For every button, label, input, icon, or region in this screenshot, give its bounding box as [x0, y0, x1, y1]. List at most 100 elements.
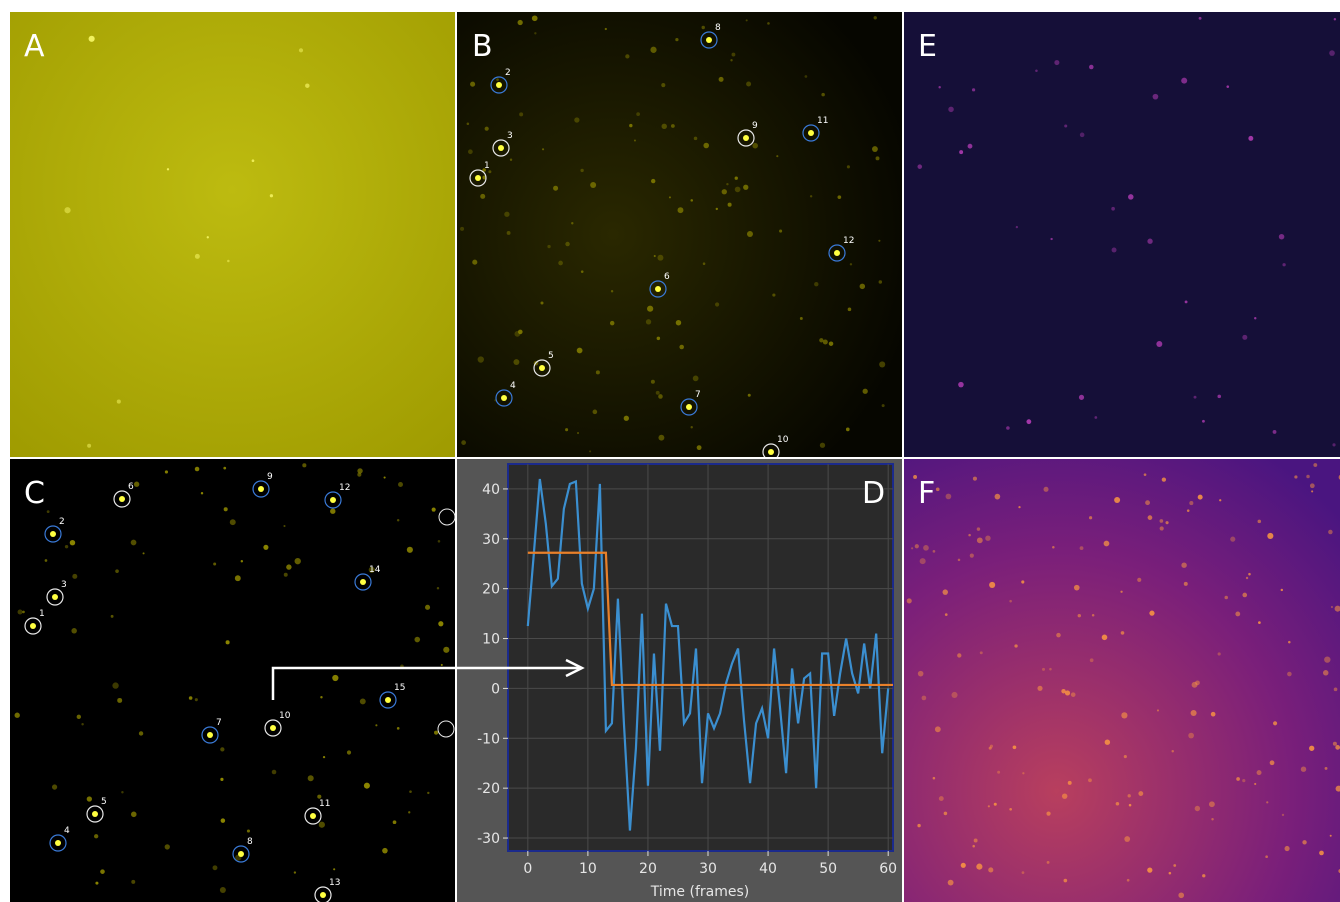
spot [270, 725, 276, 731]
texture-dot [1078, 614, 1081, 617]
spot-label: 10 [279, 711, 291, 721]
texture-dot [252, 159, 255, 162]
texture-dot [772, 293, 775, 296]
texture-dot [1173, 864, 1176, 867]
texture-dot [1187, 509, 1190, 512]
spot-label: 5 [101, 797, 107, 807]
texture-dot [496, 78, 499, 81]
texture-dot [863, 389, 868, 394]
texture-dot [227, 260, 230, 263]
texture-dot [1273, 721, 1277, 725]
texture-dot [167, 168, 169, 170]
texture-dot [1172, 750, 1174, 752]
texture-dot [1323, 670, 1328, 675]
texture-dot [823, 340, 828, 345]
texture-dot [767, 22, 770, 25]
texture-dot [876, 156, 880, 160]
texture-dot [624, 416, 629, 421]
texture-dot [1065, 690, 1070, 695]
spot-label: 9 [752, 121, 758, 131]
spot-label: 8 [247, 837, 253, 847]
texture-dot [634, 139, 636, 141]
texture-dot [1211, 712, 1216, 717]
texture-dot [518, 330, 523, 335]
texture-dot [1064, 879, 1068, 883]
texture-dot [1335, 745, 1340, 750]
texture-dot [223, 467, 226, 470]
texture-dot [1162, 477, 1166, 481]
spot [496, 82, 502, 88]
spot [475, 175, 481, 181]
texture-dot [1026, 419, 1031, 424]
texture-dot [935, 726, 941, 732]
panel-letter: B [472, 29, 493, 64]
texture-dot [879, 280, 882, 283]
texture-dot [425, 605, 430, 610]
texture-dot [846, 428, 850, 432]
texture-dot [460, 227, 464, 231]
texture-dot [948, 107, 954, 113]
texture-dot [972, 845, 975, 848]
texture-dot [1016, 226, 1018, 228]
texture-dot [534, 32, 536, 34]
spot-label: 3 [507, 131, 513, 141]
texture-dot [64, 207, 70, 213]
texture-dot [1248, 573, 1251, 576]
texture-dot [507, 231, 511, 235]
texture-dot [679, 345, 684, 350]
spot-label: 6 [664, 272, 670, 282]
panel-e [904, 12, 1340, 457]
texture-dot [913, 475, 917, 479]
texture-dot [1254, 783, 1256, 785]
texture-dot [933, 550, 936, 553]
texture-dot [1195, 806, 1200, 811]
texture-dot [1202, 874, 1205, 877]
texture-dot [719, 77, 724, 82]
texture-dot [1090, 658, 1094, 662]
texture-dot [716, 208, 718, 210]
texture-dot [972, 88, 975, 91]
spot-label: 3 [61, 580, 67, 590]
texture-dot [397, 519, 399, 521]
texture-dot [1022, 871, 1025, 874]
texture-dot [81, 723, 83, 725]
texture-dot [213, 865, 218, 870]
texture-dot [1284, 846, 1289, 851]
texture-dot [911, 547, 913, 549]
texture-dot [1009, 600, 1012, 603]
texture-dot [131, 880, 135, 884]
spot-label: 8 [715, 23, 721, 33]
texture-dot [920, 558, 926, 564]
texture-dot [558, 261, 563, 266]
texture-dot [915, 544, 919, 548]
spot-label: 11 [319, 799, 330, 809]
texture-dot [485, 127, 489, 131]
texture-dot [207, 236, 209, 238]
texture-dot [968, 534, 971, 537]
panel-letter: C [24, 476, 45, 511]
texture-dot [347, 750, 351, 754]
texture-dot [201, 492, 203, 494]
texture-dot [933, 777, 936, 780]
spot-label: 2 [505, 68, 511, 78]
texture-dot [1129, 804, 1132, 807]
texture-dot [837, 195, 841, 199]
texture-dot [746, 82, 751, 87]
texture-dot [974, 839, 978, 843]
texture-dot [480, 194, 485, 199]
texture-dot [936, 487, 940, 491]
spot-label: 9 [267, 472, 273, 482]
texture-dot [923, 545, 929, 551]
texture-dot [973, 477, 977, 481]
texture-dot [375, 724, 377, 726]
texture-dot [968, 144, 973, 149]
texture-dot [732, 53, 736, 57]
texture-dot [1185, 300, 1188, 303]
texture-dot [1044, 487, 1049, 492]
texture-dot [305, 83, 309, 87]
texture-dot [690, 199, 693, 202]
spot-label: 12 [843, 236, 854, 246]
texture-dot [1189, 501, 1193, 505]
texture-dot [1302, 840, 1306, 844]
x-tick-label: 40 [759, 861, 777, 877]
